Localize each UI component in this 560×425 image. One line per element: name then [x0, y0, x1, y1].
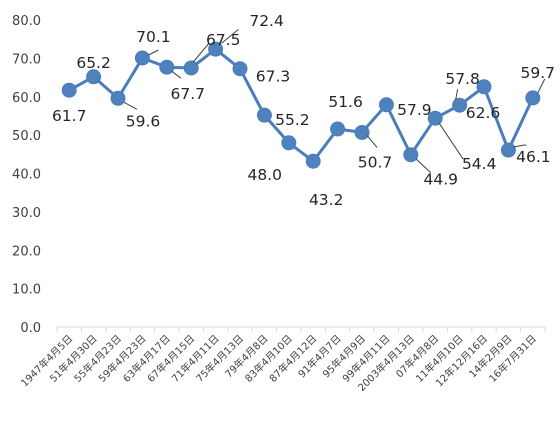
data-label: 59.6 [126, 112, 161, 130]
data-point [305, 153, 321, 169]
data-label: 50.7 [358, 153, 393, 171]
data-label-leader [123, 101, 138, 110]
data-point [354, 124, 370, 140]
data-label-leader [438, 122, 464, 160]
data-point [159, 59, 175, 75]
data-label: 57.9 [397, 101, 432, 119]
data-label: 67.3 [256, 68, 291, 86]
data-label: 67.7 [171, 85, 206, 103]
data-label: 54.4 [462, 155, 497, 173]
data-point [61, 82, 77, 98]
data-point [256, 107, 272, 123]
data-point [134, 50, 150, 66]
data-label: 55.2 [275, 111, 310, 129]
data-point [183, 60, 199, 76]
data-point [452, 97, 468, 113]
data-label: 62.6 [466, 104, 501, 122]
data-label: 65.2 [76, 54, 111, 72]
data-point [476, 79, 492, 95]
data-point [500, 142, 516, 158]
y-tick-label: 80.0 [12, 14, 41, 29]
data-label: 44.9 [424, 171, 459, 189]
data-label-leader [148, 49, 159, 56]
data-label-layer: 61.7 65.2 59.6 70.1 67.7 67.5 72.4 67.3 55.2 48.0… [52, 12, 555, 209]
data-label: 72.4 [249, 12, 284, 30]
y-tick-label: 70.0 [12, 52, 41, 67]
data-point [232, 61, 248, 77]
data-label: 67.5 [206, 31, 241, 49]
data-point [427, 110, 443, 126]
data-point [110, 90, 126, 106]
data-label: 59.7 [521, 64, 556, 82]
y-tick-label: 20.0 [12, 244, 41, 259]
series-layer [61, 41, 541, 169]
data-point [86, 69, 102, 85]
y-tick-label: 10.0 [12, 283, 41, 298]
data-label-leader [171, 70, 182, 79]
data-label-leader [513, 144, 527, 148]
data-point [208, 41, 224, 57]
data-label-leader [192, 42, 210, 63]
data-label-leader [366, 135, 378, 148]
data-point [281, 135, 297, 151]
data-label-leader [537, 78, 546, 94]
y-tick-label: 30.0 [12, 206, 41, 221]
data-label: 61.7 [52, 107, 87, 125]
data-label: 70.1 [136, 28, 171, 46]
data-label: 43.2 [309, 191, 344, 209]
data-label-leader [415, 158, 432, 174]
data-label: 57.8 [445, 70, 480, 88]
y-tick-label: 0.0 [20, 321, 41, 336]
data-point [403, 147, 419, 163]
y-tick-label: 40.0 [12, 168, 41, 183]
data-label: 48.0 [248, 166, 283, 184]
data-label: 51.6 [328, 93, 363, 111]
y-tick-label: 60.0 [12, 91, 41, 106]
data-point [330, 121, 346, 137]
y-tick-label: 50.0 [12, 129, 41, 144]
data-label-leader [221, 28, 239, 44]
data-label-leader [455, 89, 459, 101]
data-point [378, 97, 394, 113]
data-label: 46.1 [516, 148, 551, 166]
data-point [525, 90, 541, 106]
